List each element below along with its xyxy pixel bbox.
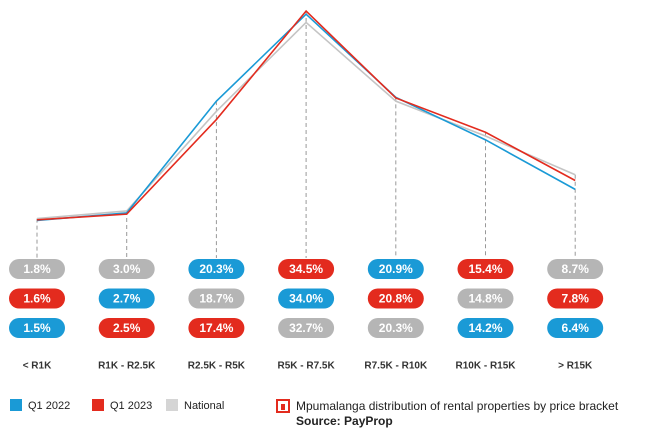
value-pill <box>457 318 514 338</box>
value-label: 20.3% <box>379 321 413 335</box>
value-pill <box>547 259 604 279</box>
x-tick-label: R1K - R2.5K <box>98 361 156 372</box>
value-label: 3.0% <box>113 262 141 276</box>
x-tick-label: R7.5K - R10K <box>364 361 428 372</box>
value-pill <box>547 288 604 309</box>
value-label: 20.3% <box>199 262 233 276</box>
series-line <box>36 21 576 220</box>
value-label: 1.8% <box>23 262 51 276</box>
value-pill <box>278 259 335 279</box>
series-line <box>36 13 576 222</box>
x-tick-label: > R15K <box>558 361 593 372</box>
value-pill <box>367 318 424 338</box>
value-label: 8.7% <box>562 262 590 276</box>
value-label: 32.7% <box>289 321 323 335</box>
value-label: 7.8% <box>562 292 590 306</box>
series-line <box>36 9 576 221</box>
value-pill <box>9 288 65 309</box>
value-pill <box>98 259 155 279</box>
value-label: 18.7% <box>199 292 233 306</box>
value-label: 2.5% <box>113 321 141 335</box>
value-pill <box>367 259 424 279</box>
value-pill <box>367 288 424 309</box>
x-tick-label: R2.5K - R5K <box>188 361 246 372</box>
legend-label: Q1 2022 <box>28 400 70 412</box>
value-pill <box>188 259 245 279</box>
value-label: 1.5% <box>23 321 51 335</box>
legend-swatch <box>92 399 104 411</box>
value-label: 17.4% <box>199 321 233 335</box>
x-tick-label: < R1K <box>23 361 52 372</box>
value-label: 2.7% <box>113 292 141 306</box>
value-label: 20.8% <box>379 292 413 306</box>
value-label: 34.5% <box>289 262 323 276</box>
legend-label: National <box>184 400 224 412</box>
value-pill <box>9 318 65 338</box>
value-pill <box>278 288 335 309</box>
value-label: 14.2% <box>468 321 502 335</box>
value-label: 14.8% <box>468 292 502 306</box>
value-pill <box>457 259 514 279</box>
value-pill <box>188 288 245 309</box>
legend-swatch <box>10 399 22 411</box>
x-tick-label: R5K - R7.5K <box>277 361 335 372</box>
value-label: 15.4% <box>468 262 502 276</box>
value-label: 6.4% <box>562 321 590 335</box>
x-tick-label: R10K - R15K <box>455 361 516 372</box>
source: Source: PayProp <box>296 414 393 428</box>
caption: Mpumalanga distribution of rental proper… <box>296 399 619 413</box>
caption-icon <box>276 399 290 413</box>
value-pill <box>98 288 155 309</box>
value-label: 34.0% <box>289 292 323 306</box>
value-pill <box>9 259 65 279</box>
legend-label: Q1 2023 <box>110 400 152 412</box>
legend-swatch <box>166 399 178 411</box>
value-label: 1.6% <box>23 292 51 306</box>
value-pill <box>98 318 155 338</box>
value-pill <box>278 318 335 338</box>
value-pill <box>547 318 604 338</box>
value-pill <box>457 288 514 309</box>
value-label: 20.9% <box>379 262 413 276</box>
value-pill <box>188 318 245 338</box>
